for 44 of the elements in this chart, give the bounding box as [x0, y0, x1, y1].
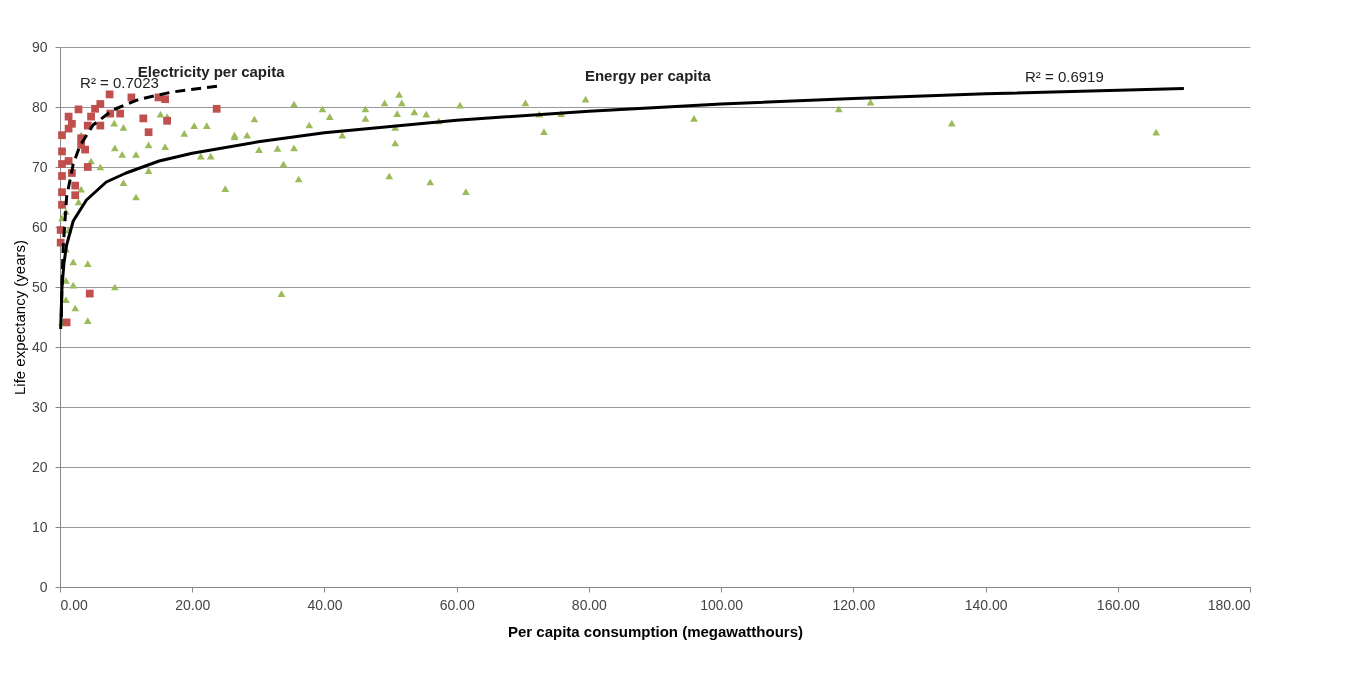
point: [144, 128, 153, 137]
point: [83, 163, 92, 171]
y-tick-label: 40: [31, 338, 48, 355]
y-tick-label: 80: [31, 98, 48, 115]
point: [139, 114, 148, 123]
point: [71, 181, 80, 190]
point: [58, 200, 66, 209]
point: [58, 131, 66, 140]
annotation: Energy per capita: [584, 67, 712, 85]
point: [91, 104, 99, 113]
y-tick-label: 10: [31, 518, 48, 535]
x-tick-label: 120.00: [832, 596, 876, 613]
point: [81, 145, 89, 154]
y-tick-label: 20: [31, 458, 48, 475]
x-tick-label: 160.00: [1096, 596, 1140, 613]
point: [87, 112, 95, 121]
y-tick-label: 90: [31, 38, 48, 55]
x-tick-label: 20.00: [175, 596, 211, 613]
annotation: R² = 0.6919: [1024, 68, 1104, 86]
x-tick-label: 180.00: [1207, 596, 1251, 613]
x-tick-label: 60.00: [439, 596, 475, 613]
point: [116, 109, 125, 118]
y-tick-label: 60: [31, 218, 48, 235]
point: [212, 104, 221, 113]
point: [163, 116, 171, 125]
y-tick-label: 30: [31, 398, 48, 415]
annotation: Electricity per capita: [137, 62, 286, 80]
x-tick-label: 0.00: [60, 596, 88, 613]
x-axis-title: Per capita consumption (megawatthours): [507, 622, 804, 640]
point: [96, 121, 105, 130]
point: [58, 147, 66, 156]
point: [71, 191, 80, 200]
point: [58, 160, 66, 168]
point: [58, 188, 66, 197]
y-tick-label: 0: [39, 578, 48, 595]
y-tick-label: 50: [31, 278, 48, 295]
x-tick-label: 140.00: [964, 596, 1008, 613]
point: [85, 289, 94, 298]
x-tick-label: 40.00: [307, 596, 343, 613]
y-axis-title: Life expectancy (years): [10, 239, 28, 396]
y-tick-label: 70: [31, 158, 48, 175]
x-tick-label: 100.00: [700, 596, 744, 613]
point: [58, 172, 66, 180]
x-tick-label: 80.00: [571, 596, 608, 613]
